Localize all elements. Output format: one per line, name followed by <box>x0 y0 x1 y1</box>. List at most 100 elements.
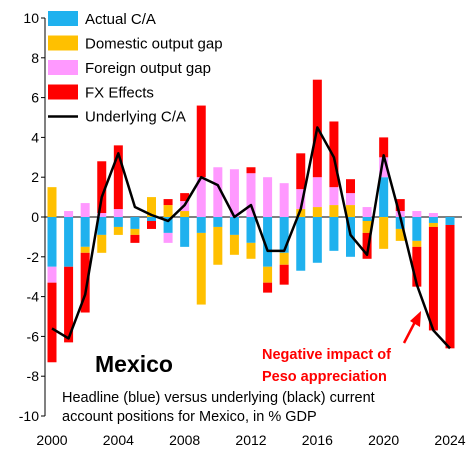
y-tick-label: 2 <box>31 169 39 185</box>
legend-label-1: Domestic output gap <box>85 36 223 53</box>
bar-domestic-output-gap-2000 <box>47 187 57 217</box>
legend-swatch-3 <box>48 84 78 100</box>
x-tick-label: 2004 <box>103 432 134 448</box>
bar-domestic-output-gap-2002 <box>80 246 90 253</box>
bar-domestic-output-gap-2023 <box>428 222 438 227</box>
bar-actual-c-a-2022 <box>412 217 422 241</box>
bar-foreign-output-gap-2011 <box>229 169 239 217</box>
bar-fx-effects-2001 <box>64 266 74 343</box>
y-tick-label: -10 <box>19 408 39 424</box>
caption-line-1: Headline (blue) versus underlying (black… <box>62 390 375 406</box>
bar-domestic-output-gap-2017 <box>329 205 339 217</box>
x-tick-label: 2020 <box>368 432 399 448</box>
bar-foreign-output-gap-2014 <box>279 183 289 217</box>
legend-label-3: FX Effects <box>85 85 154 102</box>
x-tick-label: 2000 <box>36 432 67 448</box>
bar-actual-c-a-2002 <box>80 217 90 247</box>
bar-actual-c-a-2020 <box>379 177 389 217</box>
bar-foreign-output-gap-2004 <box>113 209 123 217</box>
bar-foreign-output-gap-2016 <box>312 177 322 208</box>
bar-foreign-output-gap-2001 <box>64 211 74 217</box>
bar-actual-c-a-2006 <box>147 217 156 221</box>
annotation-arrow-head <box>410 311 421 327</box>
bar-domestic-output-gap-2016 <box>312 207 322 217</box>
bar-actual-c-a-2017 <box>329 217 339 251</box>
bar-foreign-output-gap-2022 <box>412 211 422 217</box>
bar-actual-c-a-2016 <box>312 217 322 263</box>
bar-foreign-output-gap-2007 <box>163 232 173 243</box>
annotations: Mexico Headline (blue) versus underlying… <box>62 311 421 425</box>
y-tick-label: -2 <box>27 249 40 265</box>
axes: -10 -8 -6 -4 -2 0 2 4 6 8 10 2000 2004 2008 2012 2016 20… <box>19 10 466 448</box>
bar-foreign-output-gap-2018 <box>346 193 355 206</box>
country-label: Mexico <box>95 351 173 377</box>
bar-domestic-output-gap-2014 <box>279 252 289 265</box>
y-tick-label: 0 <box>31 209 39 225</box>
bar-domestic-output-gap-2022 <box>412 240 422 247</box>
bar-domestic-output-gap-2011 <box>229 234 239 255</box>
y-tick-label: -8 <box>27 368 40 384</box>
bar-actual-c-a-2013 <box>263 217 273 267</box>
underlying-line <box>51 126 451 350</box>
bar-fx-effects-2006 <box>147 220 156 229</box>
y-tick-label: 10 <box>23 10 39 26</box>
bar-fx-effects-2000 <box>47 282 57 363</box>
bar-actual-c-a-2009 <box>196 217 206 233</box>
bar-actual-c-a-2024 <box>445 217 455 225</box>
bar-fx-effects-2008 <box>180 193 190 202</box>
underlying-ca-line <box>51 126 451 350</box>
bar-domestic-output-gap-2012 <box>246 242 256 259</box>
bar-fx-effects-2021 <box>395 199 405 212</box>
y-tick-label: 8 <box>31 50 39 66</box>
bar-fx-effects-2007 <box>163 199 173 206</box>
y-tick-label: -6 <box>27 328 40 344</box>
x-tick-label: 2016 <box>302 432 333 448</box>
bar-actual-c-a-2008 <box>180 217 190 247</box>
bar-foreign-output-gap-2002 <box>80 203 90 217</box>
bar-actual-c-a-2018 <box>346 217 355 257</box>
bar-actual-c-a-2015 <box>296 217 306 271</box>
bar-actual-c-a-2023 <box>428 217 438 223</box>
legend-swatch-0 <box>48 11 78 26</box>
y-tick-label: 6 <box>31 90 39 106</box>
bar-fx-effects-2022 <box>412 246 422 287</box>
bar-fx-effects-2019 <box>362 232 372 259</box>
bar-actual-c-a-2004 <box>113 217 123 227</box>
bar-domestic-output-gap-2013 <box>263 266 273 283</box>
legend-label-0: Actual C/A <box>85 11 156 28</box>
bar-fx-effects-2023 <box>428 226 438 331</box>
bar-actual-c-a-2011 <box>229 217 239 235</box>
bar-fx-effects-2017 <box>329 121 339 188</box>
bar-actual-c-a-2021 <box>395 217 405 229</box>
bar-domestic-output-gap-2006 <box>147 197 156 217</box>
bar-domestic-output-gap-2007 <box>163 205 173 217</box>
bar-domestic-output-gap-2009 <box>196 232 206 305</box>
x-tick-label: 2012 <box>235 432 266 448</box>
legend: Actual C/A Domestic output gap Foreign out… <box>48 11 223 126</box>
bar-fx-effects-2013 <box>263 282 273 293</box>
bar-fx-effects-2004 <box>113 145 123 210</box>
bar-domestic-output-gap-2005 <box>130 228 140 235</box>
bar-fx-effects-2024 <box>445 224 455 349</box>
annotation-line-2: Peso appreciation <box>262 369 387 385</box>
bar-foreign-output-gap-2010 <box>213 167 223 217</box>
caption-line-2: account positions for Mexico, in % GDP <box>62 409 317 425</box>
bar-fx-effects-2003 <box>97 161 107 214</box>
bar-fx-effects-2020 <box>379 137 389 158</box>
bar-actual-c-a-2001 <box>64 217 74 267</box>
legend-label-2: Foreign output gap <box>85 60 211 77</box>
bar-domestic-output-gap-2021 <box>395 228 405 241</box>
bar-fx-effects-2005 <box>130 234 140 243</box>
legend-label-line: Underlying C/A <box>85 109 186 126</box>
bar-fx-effects-2018 <box>346 179 355 194</box>
bar-foreign-output-gap-2017 <box>329 187 339 206</box>
bar-actual-c-a-2012 <box>246 217 256 243</box>
bar-domestic-output-gap-2020 <box>379 217 389 249</box>
bar-actual-c-a-2019 <box>362 217 372 221</box>
bar-domestic-output-gap-2004 <box>113 226 123 235</box>
bar-domestic-output-gap-2010 <box>213 226 223 265</box>
bar-actual-c-a-2010 <box>213 217 223 227</box>
bar-fx-effects-2002 <box>80 252 90 313</box>
bar-foreign-output-gap-2015 <box>296 189 306 210</box>
